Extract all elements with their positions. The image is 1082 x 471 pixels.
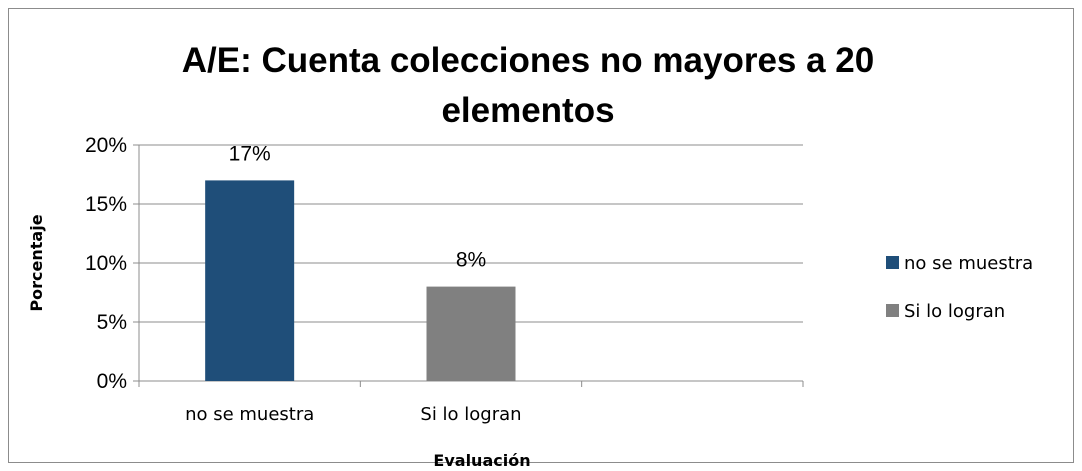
legend-label-no-se-muestra: no se muestra [904, 253, 1033, 274]
legend-label-si-lo-logran: Si lo logran [904, 301, 1005, 322]
chart-title-line-2: elementos [441, 91, 614, 130]
y-tick-label: 15% [85, 193, 127, 216]
bar-no-se-muestra [205, 180, 295, 381]
chart-title-line-1: A/E: Cuenta colecciones no mayores a 20 [182, 41, 874, 80]
chart-frame [8, 8, 1074, 463]
y-tick-label: 10% [85, 252, 127, 275]
y-tick-label: 5% [97, 311, 127, 334]
bars: 17% 8% [205, 142, 516, 381]
y-tick-label: 0% [97, 370, 127, 393]
axes: 0% 5% 10% 15% 20% no se muestra Si lo logran [85, 134, 804, 425]
legend-swatch-si-lo-logran [886, 304, 899, 317]
legend: no se muestra Si lo logran [886, 253, 1033, 322]
y-axis-title: Porcentaje [27, 214, 46, 311]
x-category-label: Si lo logran [420, 404, 521, 425]
data-label: 17% [229, 142, 271, 165]
x-category-label: no se muestra [185, 404, 314, 425]
legend-swatch-no-se-muestra [886, 256, 899, 269]
bar-si-lo-logran [426, 286, 516, 381]
y-tick-label: 20% [85, 134, 127, 157]
x-axis-title: Evaluación [433, 451, 530, 470]
data-label: 8% [456, 249, 486, 272]
